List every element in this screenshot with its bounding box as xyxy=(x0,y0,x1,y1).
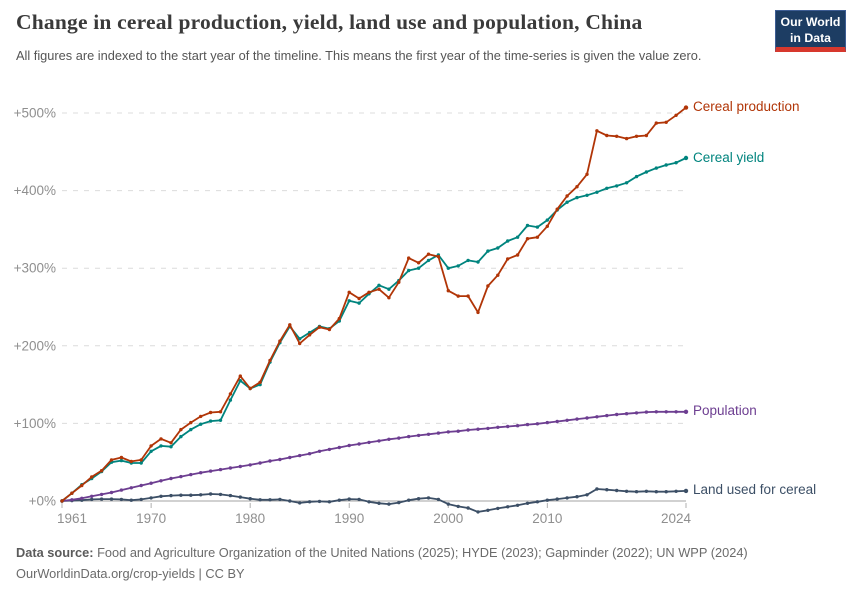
owid-logo-line2: in Data xyxy=(790,30,831,45)
series-label-land-used-for-cereal[interactable]: Land used for cereal xyxy=(693,482,817,498)
data-source-label: Data source: xyxy=(16,545,94,560)
y-axis-label--0-: +0% xyxy=(29,494,56,509)
x-axis-label-2024: 2024 xyxy=(661,511,692,526)
land-used-for-cereal-markers xyxy=(60,487,689,514)
chart-title: Change in cereal production, yield, land… xyxy=(16,10,643,34)
cereal-yield-line[interactable] xyxy=(61,157,687,502)
x-axis-label-1961: 1961 xyxy=(57,511,87,526)
chart-subtitle: All figures are indexed to the start yea… xyxy=(16,48,702,63)
y-axis-label--300-: +300% xyxy=(14,261,56,276)
owid-logo-line1: Our World xyxy=(780,15,841,29)
series-label-cereal-production[interactable]: Cereal production xyxy=(693,99,800,115)
cereal-yield-markers xyxy=(60,155,689,503)
data-source-text: Food and Agriculture Organization of the… xyxy=(97,545,748,560)
population-markers xyxy=(60,409,689,503)
x-axis-label-2000: 2000 xyxy=(433,511,463,526)
x-axis-label-1990: 1990 xyxy=(334,511,364,526)
cereal-production-markers xyxy=(60,105,689,503)
y-axis-label--500-: +500% xyxy=(14,106,56,121)
data-source-line: Data source: Food and Agriculture Organi… xyxy=(16,545,748,560)
x-axis-label-1970: 1970 xyxy=(136,511,166,526)
population-line[interactable] xyxy=(61,410,687,502)
series-label-cereal-yield[interactable]: Cereal yield xyxy=(693,149,765,165)
y-axis-label--400-: +400% xyxy=(14,183,56,198)
x-axis-label-1980: 1980 xyxy=(235,511,265,526)
owid-logo: Our World in Data xyxy=(775,10,846,52)
owid-link-line[interactable]: OurWorldinData.org/crop-yields | CC BY xyxy=(16,566,245,581)
y-axis-label--200-: +200% xyxy=(14,338,56,353)
cereal-production-line[interactable] xyxy=(61,106,687,502)
land-used-for-cereal-line[interactable] xyxy=(61,488,687,513)
y-axis-label--100-: +100% xyxy=(14,416,56,431)
x-axis-label-2010: 2010 xyxy=(532,511,562,526)
series-label-population[interactable]: Population xyxy=(693,403,757,419)
